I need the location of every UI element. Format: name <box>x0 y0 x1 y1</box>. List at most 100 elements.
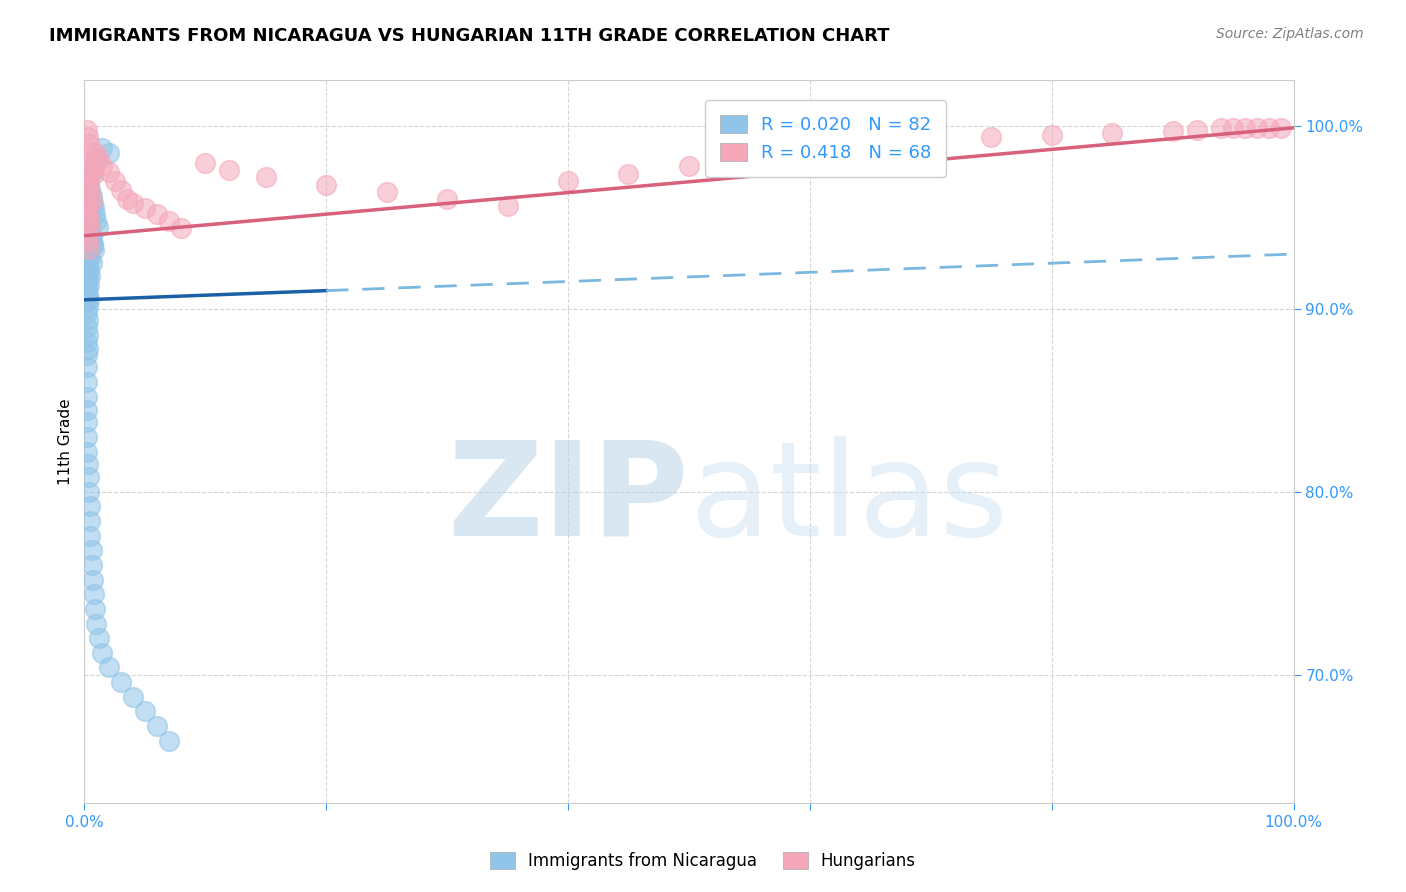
Point <box>77 211 100 225</box>
Point <box>76 280 98 294</box>
Point <box>77 130 100 145</box>
Point <box>76 202 98 216</box>
Point <box>76 251 98 265</box>
Point <box>1246 120 1268 135</box>
Point <box>76 390 98 404</box>
Point <box>76 402 98 417</box>
Point <box>104 174 127 188</box>
Point <box>82 573 104 587</box>
Point <box>80 232 103 246</box>
Point <box>77 192 100 206</box>
Point <box>110 183 132 197</box>
Point <box>110 675 132 690</box>
Point <box>86 219 108 234</box>
Text: Source: ZipAtlas.com: Source: ZipAtlas.com <box>1216 27 1364 41</box>
Point <box>76 348 98 362</box>
Point <box>77 273 100 287</box>
Point <box>557 174 579 188</box>
Point <box>76 305 98 319</box>
Point <box>77 178 100 192</box>
Point <box>80 256 103 270</box>
Point <box>76 211 98 225</box>
Point <box>375 185 398 199</box>
Text: ZIP: ZIP <box>447 436 689 563</box>
Point <box>121 690 143 704</box>
Point <box>77 172 100 186</box>
Point <box>77 258 100 272</box>
Point <box>77 245 100 260</box>
Point <box>157 214 180 228</box>
Point <box>83 244 105 258</box>
Point <box>1185 122 1208 136</box>
Point <box>79 183 101 197</box>
Point <box>84 207 107 221</box>
Point <box>76 122 98 136</box>
Point <box>76 360 98 375</box>
Point <box>77 179 100 194</box>
Text: IMMIGRANTS FROM NICARAGUA VS HUNGARIAN 11TH GRADE CORRELATION CHART: IMMIGRANTS FROM NICARAGUA VS HUNGARIAN 1… <box>49 27 890 45</box>
Point <box>76 334 98 349</box>
Point <box>77 263 100 277</box>
Point <box>76 174 98 188</box>
Point <box>1209 120 1232 135</box>
Point <box>115 192 138 206</box>
Point <box>76 232 98 246</box>
Point <box>97 146 120 161</box>
Point <box>146 719 169 733</box>
Point <box>134 202 156 216</box>
Text: atlas: atlas <box>689 436 1008 563</box>
Point <box>97 165 120 179</box>
Point <box>77 170 100 185</box>
Point <box>77 458 100 472</box>
Point <box>76 293 98 307</box>
Point <box>79 268 101 283</box>
Point <box>77 178 100 192</box>
Point <box>80 165 103 179</box>
Point <box>76 444 98 458</box>
Point <box>91 141 114 155</box>
Point <box>76 415 98 429</box>
Point <box>80 194 103 208</box>
Point <box>121 195 143 210</box>
Point <box>77 209 100 223</box>
Point <box>1258 120 1281 135</box>
Point <box>1101 126 1123 140</box>
Point <box>76 320 98 334</box>
Point <box>77 214 100 228</box>
Point <box>157 733 180 747</box>
Point <box>77 470 100 484</box>
Point <box>617 167 640 181</box>
Point <box>86 152 108 166</box>
Point <box>97 660 120 674</box>
Point <box>86 616 108 631</box>
Point <box>79 227 101 241</box>
Point <box>77 293 100 307</box>
Point <box>77 278 100 293</box>
Point <box>1161 124 1184 138</box>
Point <box>194 155 217 169</box>
Point <box>77 484 100 499</box>
Point <box>76 228 98 243</box>
Point <box>77 202 100 216</box>
Point <box>77 183 100 197</box>
Point <box>77 199 100 213</box>
Point <box>80 558 103 572</box>
Point <box>1222 120 1244 135</box>
Point <box>1270 120 1292 135</box>
Point <box>146 207 169 221</box>
Point <box>76 265 98 279</box>
Point <box>76 192 98 206</box>
Point <box>79 251 101 265</box>
Point <box>76 165 98 179</box>
Point <box>79 221 101 235</box>
Point <box>80 543 103 558</box>
Point <box>77 342 100 356</box>
Point <box>1234 120 1257 135</box>
Point <box>80 152 103 166</box>
Point <box>79 500 101 514</box>
Point <box>77 221 100 235</box>
Point <box>76 214 98 228</box>
Point <box>83 202 105 216</box>
Point <box>79 145 101 159</box>
Point <box>91 646 114 660</box>
